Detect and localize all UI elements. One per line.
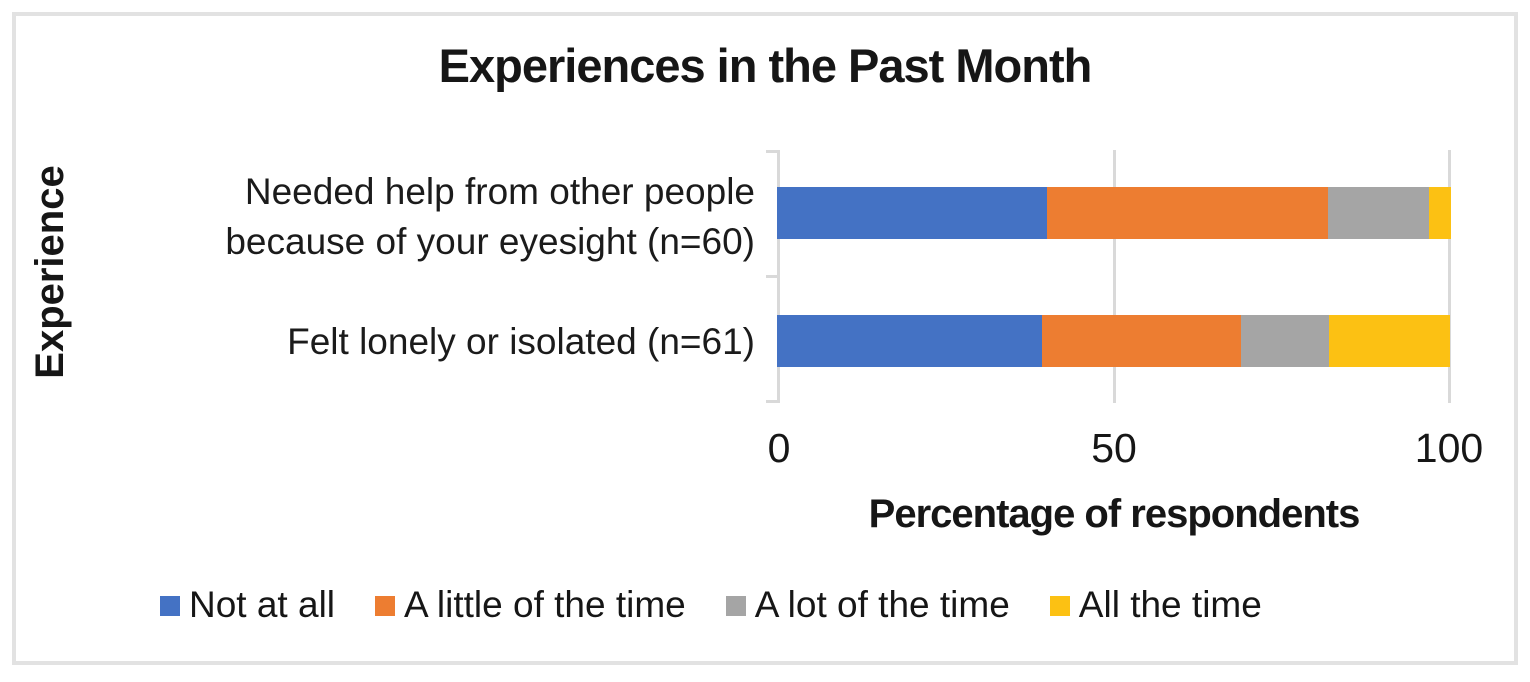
legend-label-a-little-of-the-time: A little of the time bbox=[404, 584, 686, 625]
bar-segment-not-at-all bbox=[777, 187, 1047, 239]
x-axis-title: Percentage of respondents bbox=[868, 492, 1361, 536]
y-axis-title: Experience bbox=[28, 165, 72, 379]
gridline-50 bbox=[1113, 150, 1116, 403]
axis-tick-middle bbox=[766, 275, 777, 278]
bar-segment-not-at-all bbox=[777, 315, 1042, 367]
category-label-felt-lonely: Felt lonely or isolated (n=61) bbox=[287, 321, 755, 362]
legend-swatch-not-at-all bbox=[160, 596, 180, 616]
y-axis-line bbox=[777, 150, 780, 403]
legend-item-all-the-time: All the time bbox=[1049, 584, 1262, 626]
legend-swatch-all-the-time bbox=[1049, 596, 1070, 616]
bar-segment-all-the-time bbox=[1428, 187, 1451, 239]
legend-item-a-lot-of-the-time: A lot of the time bbox=[725, 584, 1010, 626]
x-tick-label-100: 100 bbox=[1414, 425, 1484, 471]
bar-segment-a-lot-of-the-time bbox=[1240, 315, 1329, 367]
gridline-100 bbox=[1448, 150, 1451, 403]
legend-item-not-at-all: Not at all bbox=[160, 584, 335, 626]
legend-label-a-lot-of-the-time: A lot of the time bbox=[754, 584, 1010, 625]
bar-segment-a-little-of-the-time bbox=[1046, 187, 1328, 239]
legend-item-a-little-of-the-time: A little of the time bbox=[375, 584, 686, 626]
bar-segment-a-lot-of-the-time bbox=[1327, 187, 1429, 239]
legend-label-not-at-all: Not at all bbox=[189, 584, 336, 625]
axis-tick-top bbox=[766, 150, 777, 153]
legend-label-all-the-time: All the time bbox=[1078, 584, 1262, 625]
plot-area bbox=[766, 150, 1451, 403]
chart-title: Experiences in the Past Month bbox=[438, 39, 1093, 92]
bar-needed-help bbox=[777, 187, 1451, 239]
legend: Not at all A little of the time A lot of t… bbox=[160, 584, 1262, 626]
x-tick-label-50: 50 bbox=[1091, 425, 1137, 471]
axis-tick-bottom bbox=[766, 400, 777, 403]
x-tick-label-0: 0 bbox=[767, 425, 791, 471]
bar-segment-all-the-time bbox=[1328, 315, 1451, 367]
bar-felt-lonely bbox=[777, 315, 1451, 367]
legend-swatch-a-little-of-the-time bbox=[375, 596, 396, 616]
legend-swatch-a-lot-of-the-time bbox=[725, 596, 746, 616]
x-axis-ticks: 0 50 100 bbox=[768, 425, 1484, 473]
bar-segment-a-little-of-the-time bbox=[1041, 315, 1241, 367]
category-label-needed-help: Needed help from other people because of… bbox=[225, 171, 755, 262]
